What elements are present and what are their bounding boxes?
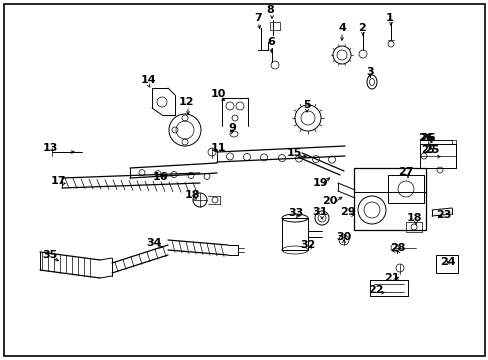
Text: 18: 18 bbox=[184, 190, 199, 200]
Bar bbox=[435, 255, 457, 273]
Text: 10: 10 bbox=[210, 89, 225, 99]
Text: 14: 14 bbox=[140, 75, 156, 85]
Text: 16: 16 bbox=[152, 172, 167, 182]
Text: 29: 29 bbox=[340, 207, 355, 217]
Text: 22: 22 bbox=[367, 285, 383, 295]
Text: 24: 24 bbox=[439, 257, 455, 267]
Text: 4: 4 bbox=[337, 23, 345, 33]
Text: 32: 32 bbox=[300, 240, 315, 250]
Bar bbox=[419, 144, 455, 168]
Text: 5: 5 bbox=[303, 100, 310, 110]
Text: 35: 35 bbox=[42, 250, 58, 260]
Text: 9: 9 bbox=[227, 123, 235, 133]
Text: 18: 18 bbox=[406, 213, 421, 223]
Text: 28: 28 bbox=[389, 243, 405, 253]
Text: 6: 6 bbox=[266, 37, 274, 47]
Text: 26: 26 bbox=[419, 133, 435, 143]
Text: 2: 2 bbox=[357, 23, 365, 33]
Text: 30: 30 bbox=[336, 232, 351, 242]
Text: 7: 7 bbox=[254, 13, 262, 23]
Text: 26: 26 bbox=[417, 133, 433, 143]
Bar bbox=[353, 168, 425, 230]
Text: 25: 25 bbox=[424, 145, 439, 155]
Text: 19: 19 bbox=[311, 178, 327, 188]
Bar bbox=[269, 22, 280, 30]
Text: 23: 23 bbox=[435, 210, 451, 220]
Text: 8: 8 bbox=[265, 5, 273, 15]
Bar bbox=[405, 222, 421, 232]
Text: 17: 17 bbox=[50, 176, 65, 186]
Text: 3: 3 bbox=[366, 67, 373, 77]
Text: 33: 33 bbox=[288, 208, 303, 218]
Text: 20: 20 bbox=[322, 196, 337, 206]
Text: 12: 12 bbox=[178, 97, 193, 107]
Text: 15: 15 bbox=[286, 148, 301, 158]
Text: 11: 11 bbox=[210, 143, 225, 153]
Text: 25: 25 bbox=[420, 145, 434, 155]
Text: 21: 21 bbox=[384, 273, 399, 283]
Bar bbox=[387, 175, 423, 203]
Text: 13: 13 bbox=[42, 143, 58, 153]
Text: 1: 1 bbox=[386, 13, 393, 23]
Text: 27: 27 bbox=[397, 167, 413, 177]
Text: 34: 34 bbox=[146, 238, 162, 248]
Text: 31: 31 bbox=[312, 207, 327, 217]
